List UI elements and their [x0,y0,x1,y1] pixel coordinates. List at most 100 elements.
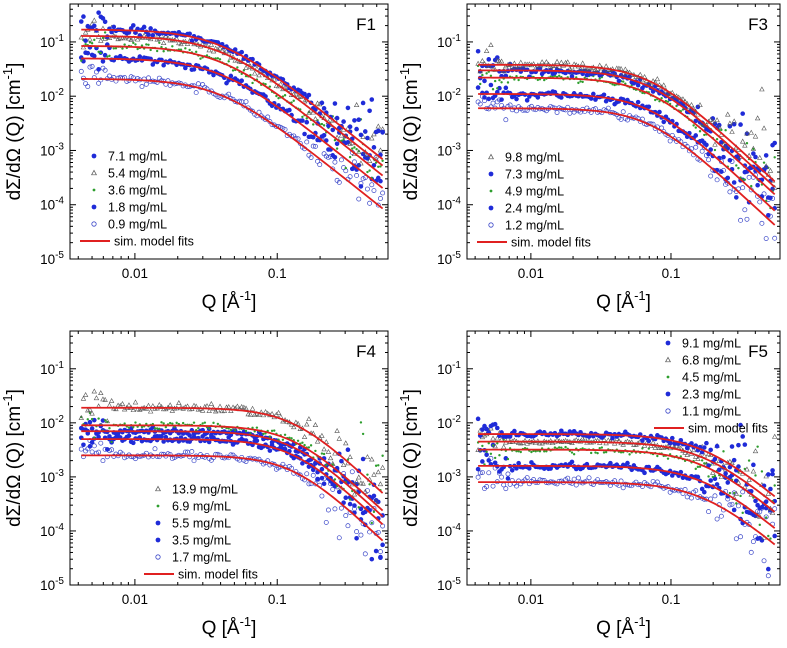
data-point [325,448,332,454]
data-point [754,115,761,121]
data-point [81,58,86,64]
data-point [592,66,599,72]
data-point [371,505,377,511]
data-point [85,431,91,436]
data-point [549,75,552,78]
data-point [621,80,625,83]
data-point [590,107,596,113]
data-point [330,166,336,172]
data-point [768,486,773,492]
data-point [87,36,93,42]
data-point [332,159,338,165]
fit-line [81,57,384,189]
data-point [268,85,272,88]
data-point [99,51,102,55]
data-point [536,78,540,82]
data-point [130,407,137,413]
data-point [255,426,259,429]
data-point [728,491,732,495]
data-point [494,425,500,431]
data-point [216,422,220,426]
data-point [104,418,110,424]
data-point [150,32,156,38]
data-point [327,455,334,461]
data-point [100,418,106,423]
data-point [527,466,532,471]
data-point [763,499,769,504]
data-point [752,147,755,151]
data-point [642,470,647,476]
legend-marker [489,189,493,193]
data-point [586,475,592,481]
fit-line [478,481,776,546]
data-point [507,434,513,439]
data-point [379,464,386,470]
data-point [85,407,91,413]
data-point [665,91,671,97]
data-point [490,483,496,489]
data-point [357,506,360,509]
data-point [746,476,752,482]
y-tick-label: 10-2 [40,414,64,431]
data-point [689,495,694,501]
data-point [349,469,355,475]
data-point [181,421,185,425]
data-point [492,460,498,466]
data-point [498,454,501,457]
data-point [706,509,712,515]
data-point [564,445,567,449]
data-point [707,475,710,478]
data-point [358,532,364,538]
data-point [743,178,747,181]
data-point [712,456,718,462]
data-point [102,19,108,25]
data-point [727,123,733,129]
data-point [358,184,364,189]
data-point [217,45,223,51]
data-point [212,408,219,414]
legend-label: 3.6 mg/mL [108,184,167,198]
data-point [210,48,217,54]
data-point [152,446,158,452]
data-point [371,188,377,194]
data-point [721,154,726,160]
data-point [628,453,631,456]
data-point [100,16,106,21]
data-point [722,450,725,453]
data-point [559,95,564,100]
data-point [710,118,716,124]
data-point [480,459,485,464]
data-point [232,47,238,52]
data-point [134,421,137,424]
data-point [214,57,217,60]
data-point [600,446,604,449]
data-point [155,427,159,430]
data-point [91,388,97,394]
data-point [619,451,623,454]
data-point [733,490,740,496]
data-point [314,438,321,444]
data-point [149,48,152,52]
data-point [265,114,271,120]
data-point [315,476,320,482]
data-point [320,122,324,126]
data-point [727,157,733,163]
data-point [543,450,546,453]
data-point [553,446,557,449]
legend-label: 6.9 mg/mL [172,500,231,514]
data-point [380,190,386,196]
data-point [711,475,715,479]
data-point [108,427,111,430]
data-point [375,529,381,535]
data-point [567,65,573,71]
data-point [547,63,554,69]
data-point [155,49,159,53]
data-point [176,439,182,444]
data-point [575,475,581,481]
data-point [375,469,381,475]
data-point [283,94,287,97]
data-point [727,120,733,126]
legend-label: 2.3 mg/mL [682,388,741,402]
y-axis-title: dΣ/dΩ (Q) [cm-1] [0,389,25,527]
data-point [134,43,137,46]
